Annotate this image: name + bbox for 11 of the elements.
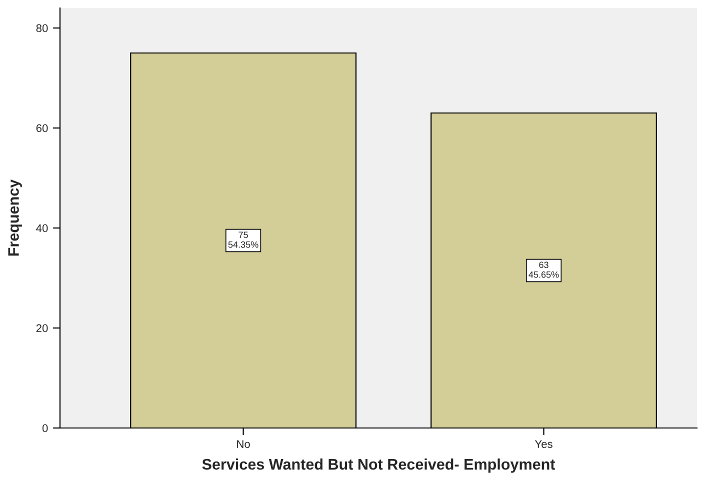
- y-axis-title: Frequency: [8, 179, 22, 256]
- x-axis-title: Services Wanted But Not Received- Employment: [202, 458, 556, 473]
- x-tick-label: Yes: [534, 440, 552, 448]
- x-tick-label: No: [237, 440, 250, 448]
- data-label: 63 45.65%: [528, 262, 559, 278]
- data-label: 75 54.35%: [228, 232, 258, 248]
- y-tick-label: 40: [36, 224, 48, 232]
- y-tick-label: 60: [36, 124, 48, 132]
- y-tick-label: 0: [42, 424, 48, 432]
- y-tick-label: 80: [36, 24, 48, 32]
- y-tick-label: 20: [36, 324, 48, 332]
